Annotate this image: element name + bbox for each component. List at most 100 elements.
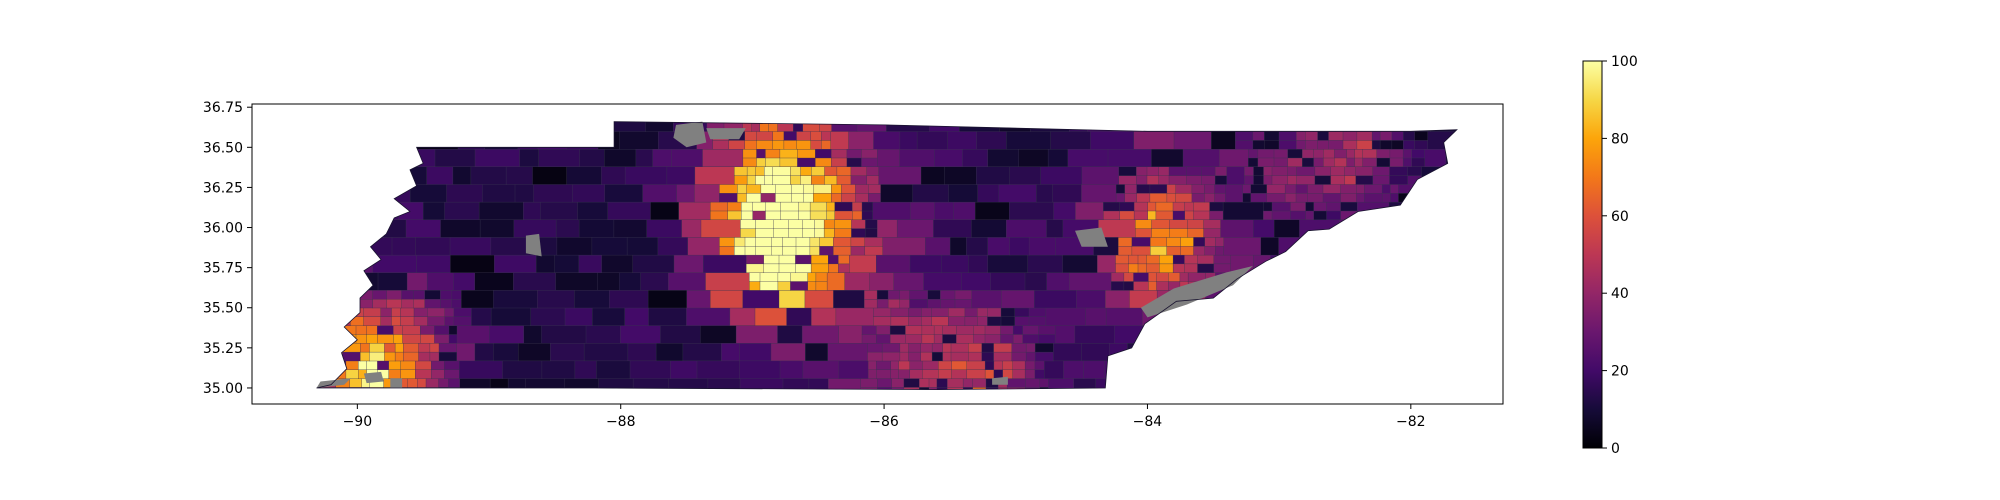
census-tract bbox=[1076, 289, 1106, 309]
census-tract bbox=[1128, 254, 1139, 265]
map-frame bbox=[251, 103, 1504, 405]
census-tract bbox=[1166, 192, 1177, 203]
census-tract bbox=[1124, 192, 1138, 203]
census-tract bbox=[666, 166, 696, 185]
census-tract bbox=[922, 360, 939, 370]
census-tract bbox=[413, 298, 426, 309]
census-tract bbox=[977, 307, 988, 317]
census-tract bbox=[887, 289, 901, 300]
census-tract bbox=[833, 289, 865, 309]
census-tract bbox=[429, 342, 440, 353]
y-tick-label: 36.00 bbox=[203, 221, 243, 237]
census-tract bbox=[878, 166, 922, 185]
census-tract bbox=[861, 325, 877, 335]
census-tract bbox=[1340, 184, 1357, 194]
census-tract bbox=[868, 192, 882, 203]
census-tract bbox=[987, 148, 1020, 167]
census-tract bbox=[962, 148, 989, 167]
census-tract bbox=[1168, 272, 1181, 282]
census-tract bbox=[861, 334, 877, 344]
y-tick-label: 35.50 bbox=[203, 301, 243, 317]
census-tract bbox=[434, 148, 476, 167]
census-tract bbox=[795, 263, 812, 273]
census-tract bbox=[759, 281, 779, 291]
census-tract bbox=[811, 307, 837, 326]
census-tract bbox=[1182, 148, 1220, 167]
census-tract bbox=[1407, 166, 1422, 176]
census-tract bbox=[773, 228, 790, 238]
census-tract bbox=[434, 325, 450, 335]
map-axes: −90 −88 −86 −84 −82 35.00 35.25 35.50 35.75 36.0… bbox=[203, 100, 1504, 430]
census-tract bbox=[867, 351, 883, 362]
census-tract bbox=[424, 298, 441, 309]
census-tract bbox=[909, 369, 923, 379]
census-tract bbox=[1317, 139, 1329, 150]
census-tract bbox=[749, 281, 761, 291]
census-tract bbox=[791, 184, 804, 194]
census-tract bbox=[592, 307, 626, 326]
census-tract bbox=[1295, 184, 1308, 194]
census-tract bbox=[1381, 184, 1391, 194]
census-tract bbox=[1006, 131, 1052, 150]
census-tract bbox=[973, 325, 986, 335]
census-tract bbox=[981, 342, 995, 353]
census-tract bbox=[1118, 245, 1133, 256]
census-tract bbox=[613, 219, 648, 238]
census-tract bbox=[763, 263, 780, 273]
census-tract bbox=[409, 184, 447, 203]
census-tract bbox=[1287, 157, 1303, 167]
census-tract bbox=[1209, 201, 1224, 212]
census-tract bbox=[1011, 342, 1027, 353]
census-tract bbox=[655, 342, 684, 362]
census-tract bbox=[1271, 175, 1289, 185]
census-tract bbox=[865, 228, 878, 238]
census-tract bbox=[1081, 184, 1117, 203]
census-tract bbox=[660, 325, 701, 344]
census-tract bbox=[925, 237, 951, 256]
census-tract bbox=[1156, 272, 1169, 282]
census-tract bbox=[1036, 184, 1053, 203]
census-tract bbox=[1136, 175, 1148, 185]
census-tract bbox=[574, 360, 597, 379]
census-tract bbox=[877, 378, 893, 388]
census-tract bbox=[921, 325, 935, 335]
census-tract bbox=[400, 316, 415, 326]
census-tract bbox=[850, 237, 866, 247]
census-tract bbox=[1009, 201, 1054, 220]
census-tract bbox=[1266, 184, 1286, 194]
census-tract bbox=[739, 360, 781, 379]
colorbar-ticks: 0 20 40 60 80 100 bbox=[1602, 54, 1638, 457]
census-tract bbox=[556, 237, 593, 256]
census-tract bbox=[440, 289, 453, 300]
census-tract bbox=[1322, 192, 1341, 203]
census-tract bbox=[833, 245, 852, 256]
census-tract bbox=[977, 184, 1000, 203]
census-tract bbox=[838, 263, 850, 273]
census-tract bbox=[1391, 131, 1404, 141]
census-tract bbox=[1136, 184, 1151, 194]
census-tract bbox=[1034, 369, 1045, 379]
census-tract bbox=[668, 272, 707, 291]
census-tract bbox=[694, 166, 735, 185]
census-tract bbox=[798, 201, 811, 212]
census-tract bbox=[934, 201, 954, 220]
census-tract bbox=[810, 254, 829, 265]
census-tract bbox=[1253, 175, 1264, 185]
census-tract bbox=[1313, 201, 1328, 212]
census-tract bbox=[921, 334, 935, 344]
x-tick-label: −82 bbox=[1396, 414, 1426, 430]
census-tract bbox=[971, 219, 1007, 238]
census-tract bbox=[1009, 237, 1030, 256]
census-tract bbox=[861, 201, 874, 212]
census-tract bbox=[756, 148, 766, 159]
census-tract bbox=[386, 289, 402, 300]
census-tract bbox=[779, 157, 798, 167]
census-tract bbox=[1264, 139, 1280, 150]
census-tract bbox=[1328, 131, 1344, 141]
census-tract bbox=[1149, 192, 1168, 203]
census-tract bbox=[826, 210, 836, 220]
census-tract bbox=[800, 166, 812, 176]
census-tract bbox=[866, 166, 880, 176]
census-tract bbox=[898, 360, 911, 370]
census-tract bbox=[1133, 131, 1175, 150]
